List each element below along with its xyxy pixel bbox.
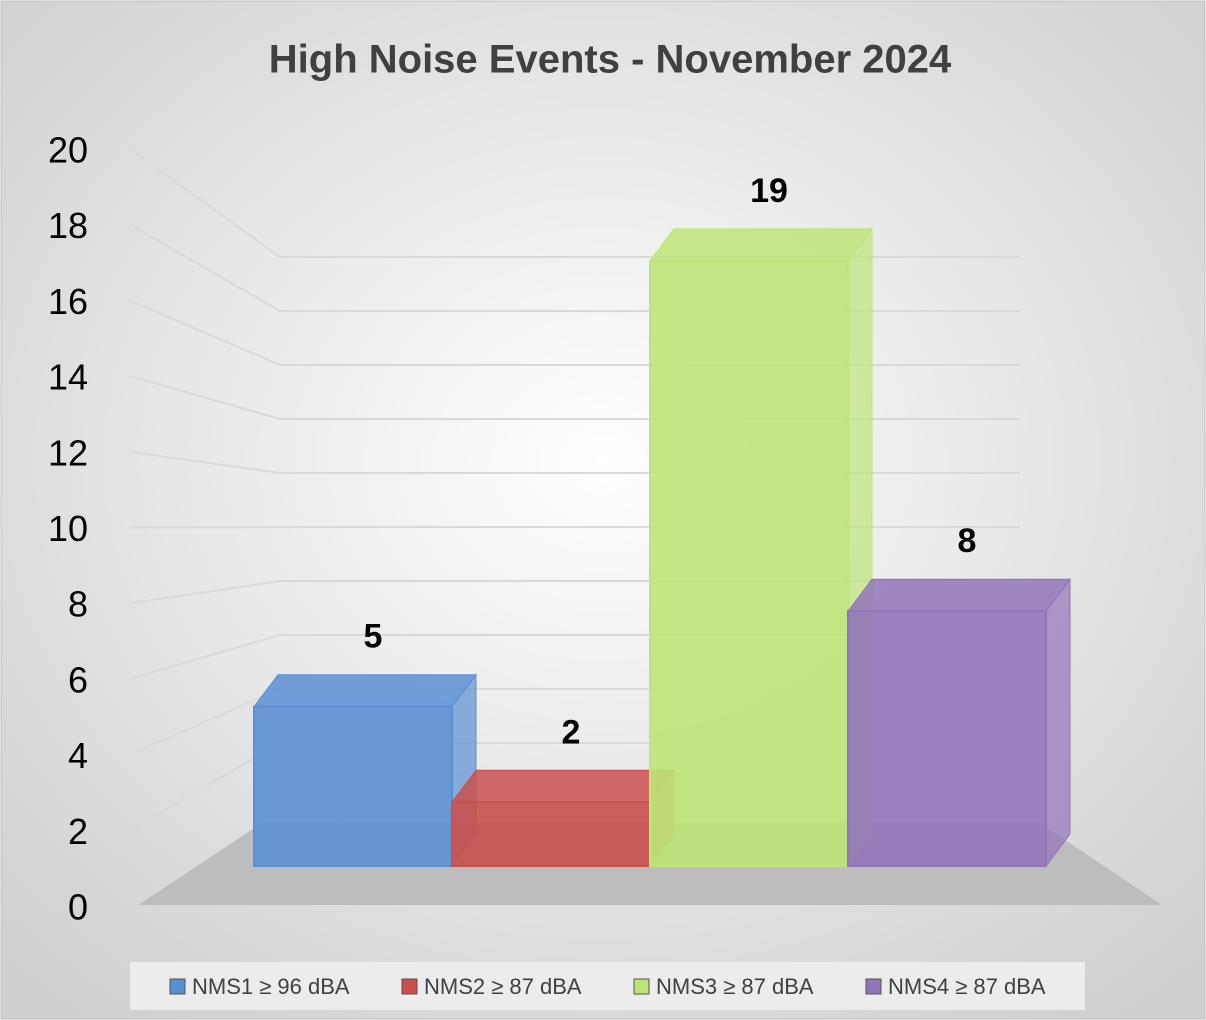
y-tick-label: 4 [68, 735, 88, 776]
legend-swatch [633, 978, 650, 995]
y-tick-label: 16 [48, 281, 88, 322]
y-tick-label: 10 [48, 508, 88, 549]
data-label: 8 [958, 522, 977, 560]
bar-top [847, 578, 1071, 612]
y-tick-label: 20 [48, 130, 88, 171]
bar [649, 259, 849, 868]
legend-label: NMS4 ≥ 87 dBA [888, 974, 1046, 999]
legend-swatch [865, 978, 882, 995]
legend-swatch [401, 978, 418, 995]
data-label: 5 [364, 618, 383, 656]
chart-title: High Noise Events - November 2024 [269, 38, 952, 82]
grid-line [129, 526, 1020, 529]
legend-label: NMS1 ≥ 96 dBA [192, 974, 350, 999]
data-label: 19 [750, 172, 788, 210]
bar-top [253, 674, 477, 708]
bar-top [649, 228, 873, 262]
legend-label: NMS2 ≥ 87 dBA [424, 974, 582, 999]
data-label: 2 [562, 713, 581, 751]
bar [847, 610, 1047, 868]
legend-swatch [169, 978, 186, 995]
y-tick-label: 14 [48, 357, 88, 398]
y-tick-label: 12 [48, 432, 88, 473]
legend [130, 962, 1085, 1010]
y-tick-label: 6 [68, 659, 88, 700]
bar-top [451, 769, 675, 803]
y-tick-label: 2 [68, 811, 88, 852]
bar [451, 801, 651, 867]
legend-label: NMS3 ≥ 87 dBA [656, 974, 814, 999]
y-tick-label: 8 [68, 584, 88, 625]
y-tick-label: 0 [68, 887, 88, 928]
y-tick-label: 18 [48, 205, 88, 246]
bar [253, 705, 453, 867]
bar-side [1045, 577, 1071, 868]
